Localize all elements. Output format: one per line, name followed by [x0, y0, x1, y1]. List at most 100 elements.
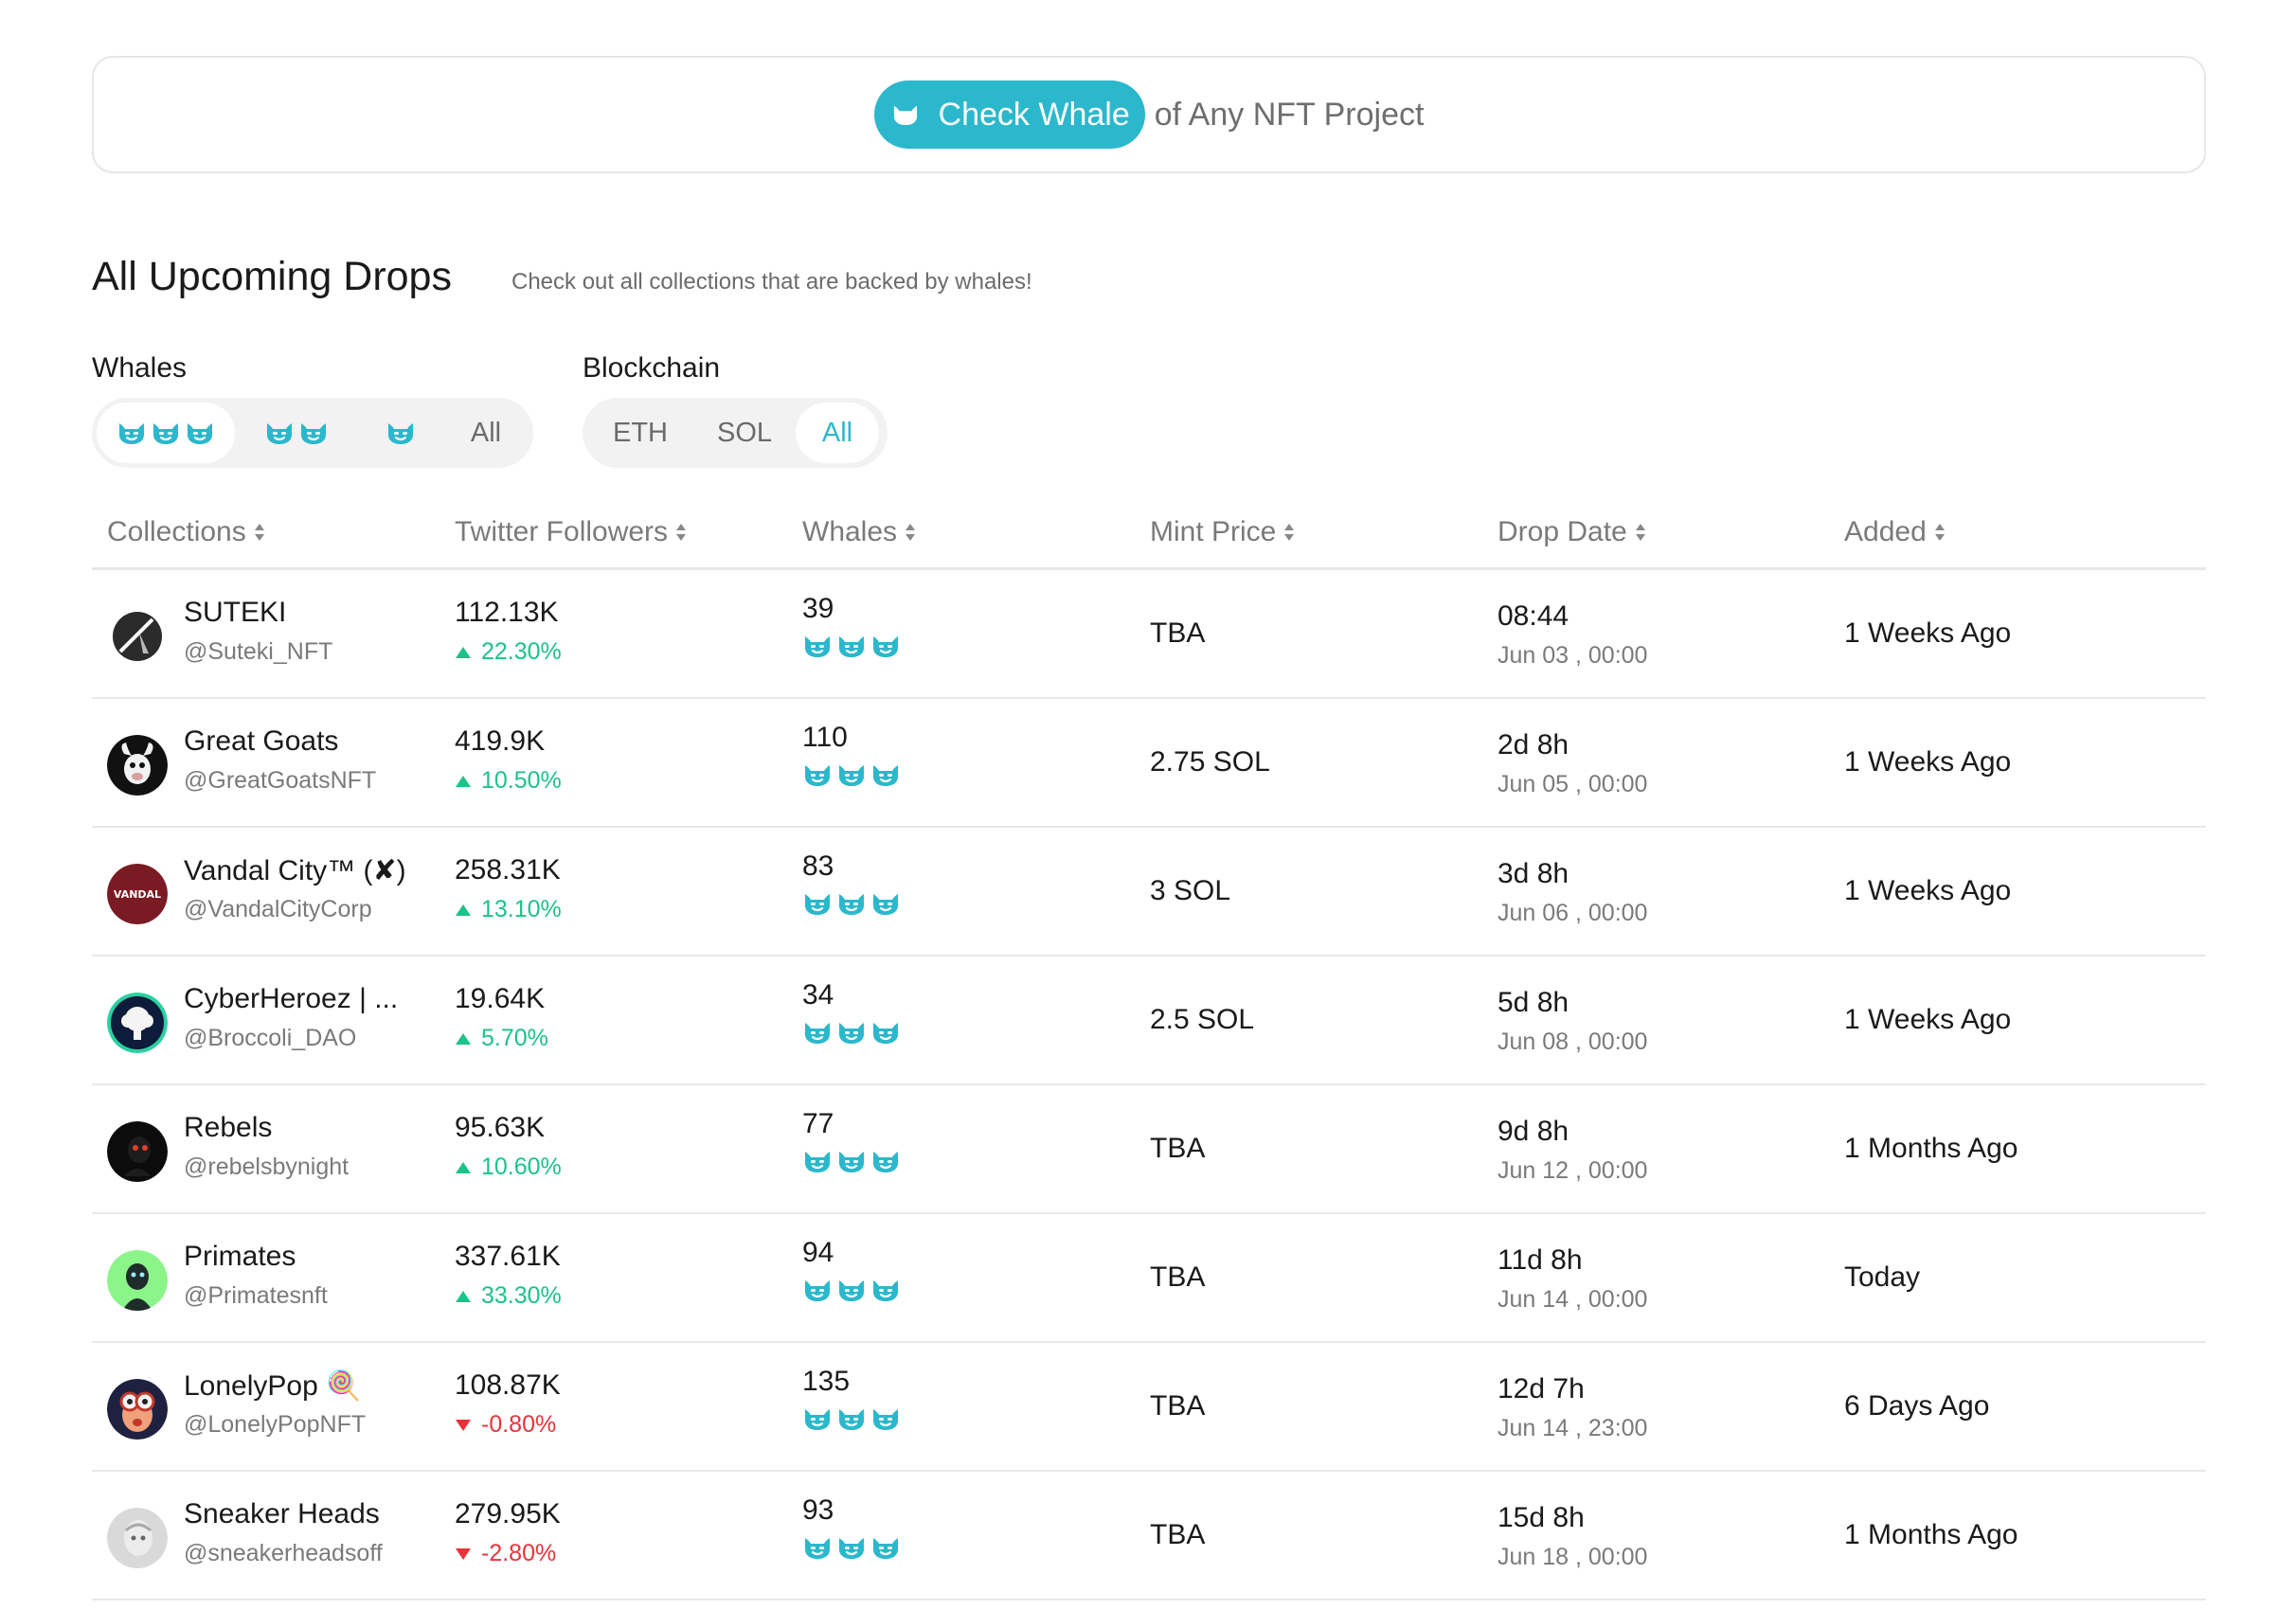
sort-icon — [906, 524, 916, 541]
added-date: 1 Weeks Ago — [1844, 746, 2012, 778]
collection-handle[interactable]: @Suteki_NFT — [184, 638, 333, 665]
whale-icon — [870, 1405, 901, 1432]
whale-icons — [802, 1405, 901, 1432]
whale-icon — [185, 420, 215, 446]
whale-icon — [836, 1148, 867, 1174]
collection-name[interactable]: LonelyPop 🍭 — [184, 1370, 362, 1402]
whale-icon — [891, 102, 920, 127]
table-row[interactable]: CyberHeroez | ... @Broccoli_DAO 19.64K 5… — [92, 957, 2206, 1085]
collection-handle[interactable]: @sneakerheadsoff — [184, 1540, 383, 1566]
collection-handle[interactable]: @Broccoli_DAO — [184, 1025, 357, 1051]
header-added[interactable]: Added — [1844, 516, 1946, 548]
blockchain-filter-eth[interactable]: ETH — [613, 417, 668, 448]
sort-icon — [1284, 524, 1295, 541]
mint-price: 2.5 SOL — [1150, 1004, 1255, 1035]
collection-handle[interactable]: @GreatGoatsNFT — [184, 767, 377, 794]
whale-icon — [836, 1405, 867, 1432]
table-row[interactable]: LonelyPop 🍭 @LonelyPopNFT 108.87K -0.80%… — [92, 1343, 2206, 1472]
whale-icon — [802, 1534, 833, 1561]
twitter-followers: 108.87K — [455, 1369, 561, 1401]
added-date: 1 Weeks Ago — [1844, 1004, 2012, 1035]
trend-icon — [456, 1419, 471, 1431]
collection-avatar-suteki — [107, 606, 168, 667]
trend-icon — [456, 1032, 471, 1045]
followers-change-value: 5.70% — [481, 1025, 548, 1051]
followers-change: 22.30% — [455, 638, 562, 666]
drop-countdown: 08:44 — [1498, 600, 1570, 632]
collection-name[interactable]: CyberHeroez | ... — [184, 983, 399, 1014]
collection-avatar-goats — [107, 735, 168, 796]
whale-icon — [870, 633, 901, 659]
collection-name[interactable]: Great Goats — [184, 725, 339, 757]
drop-countdown: 15d 8h — [1498, 1502, 1585, 1533]
collection-handle[interactable]: @VandalCityCorp — [184, 896, 372, 922]
collection-name[interactable]: Primates — [184, 1241, 296, 1272]
collection-handle[interactable]: @Primatesnft — [184, 1282, 328, 1309]
followers-change: 10.50% — [455, 767, 562, 795]
header-drop-date[interactable]: Drop Date — [1498, 516, 1646, 548]
table-header: Collections Twitter Followers Whales Min… — [92, 500, 2206, 570]
header-whales[interactable]: Whales — [802, 516, 916, 548]
followers-change-value: -2.80% — [481, 1540, 557, 1566]
whale-icons-3 — [117, 420, 215, 446]
collection-avatar-cyber — [107, 993, 168, 1053]
table-row[interactable]: Primates @Primatesnft 337.61K 33.30% 94 … — [92, 1214, 2206, 1343]
whale-icons — [802, 1534, 901, 1561]
table-row[interactable]: SUTEKI @Suteki_NFT 112.13K 22.30% 39 TBA… — [92, 570, 2206, 699]
collection-name[interactable]: SUTEKI — [184, 597, 287, 628]
whale-icons — [802, 890, 901, 917]
whale-icon — [151, 420, 181, 446]
check-whale-suffix: of Any NFT Project — [1154, 96, 1425, 133]
followers-change-value: 13.10% — [481, 896, 562, 922]
blockchain-filter-all[interactable]: All — [796, 402, 879, 463]
collection-handle[interactable]: @LonelyPopNFT — [184, 1411, 367, 1438]
drop-countdown: 9d 8h — [1498, 1116, 1570, 1147]
vandal-logo-text: VANDAL — [114, 888, 161, 901]
whale-icons-2 — [264, 420, 329, 446]
whales-filter-all[interactable]: All — [470, 417, 502, 448]
whale-icon — [386, 420, 416, 446]
header-whales-label: Whales — [802, 516, 898, 547]
table-row[interactable]: Rebels @rebelsbynight 95.63K 10.60% 77 T… — [92, 1085, 2206, 1214]
trend-icon — [456, 1547, 471, 1560]
whales-filter-1[interactable] — [358, 402, 443, 463]
collection-avatar-sneaker — [107, 1508, 168, 1568]
blockchain-filter-sol[interactable]: SOL — [716, 417, 773, 448]
table-row[interactable]: Sneaker Heads @sneakerheadsoff 279.95K -… — [92, 1472, 2206, 1601]
whale-icon — [264, 420, 295, 446]
header-followers[interactable]: Twitter Followers — [455, 516, 687, 548]
sort-icon — [254, 524, 264, 541]
followers-change-value: 33.30% — [481, 1282, 562, 1309]
page-title: All Upcoming Drops — [92, 254, 452, 299]
followers-change-value: 22.30% — [481, 638, 562, 665]
whales-filter-label: Whales — [92, 352, 188, 384]
whale-icon — [870, 761, 901, 788]
added-date: 1 Weeks Ago — [1844, 617, 2012, 649]
whales-filter-2[interactable] — [235, 402, 358, 463]
check-whale-label: Check Whale — [938, 96, 1130, 133]
added-date: 1 Months Ago — [1844, 1519, 2018, 1550]
drop-countdown: 2d 8h — [1498, 729, 1570, 760]
trend-icon — [456, 903, 471, 916]
whales-filter: All — [92, 398, 533, 468]
header-collections[interactable]: Collections — [107, 516, 265, 548]
collection-name[interactable]: Rebels — [184, 1112, 273, 1143]
trend-icon — [456, 1290, 471, 1302]
mint-price: TBA — [1150, 1261, 1206, 1293]
collection-handle[interactable]: @rebelsbynight — [184, 1154, 350, 1180]
check-whale-button[interactable]: Check Whale — [873, 80, 1145, 149]
whales-count: 93 — [802, 1494, 834, 1526]
whales-filter-3[interactable] — [97, 402, 235, 463]
table-row[interactable]: VANDAL Vandal City™ (✘) @VandalCityCorp … — [92, 828, 2206, 957]
added-date: Today — [1844, 1261, 1921, 1293]
trend-icon — [456, 1161, 471, 1173]
followers-change: 33.30% — [455, 1282, 562, 1310]
collection-name[interactable]: Vandal City™ (✘) — [184, 855, 406, 886]
header-mint-price[interactable]: Mint Price — [1150, 516, 1295, 548]
collection-avatar-vandal: VANDAL — [107, 864, 168, 924]
collection-name[interactable]: Sneaker Heads — [184, 1498, 380, 1530]
whale-icons — [802, 1019, 901, 1046]
table-row[interactable]: Great Goats @GreatGoatsNFT 419.9K 10.50%… — [92, 699, 2206, 828]
twitter-followers: 419.9K — [455, 725, 546, 757]
followers-change-value: 10.60% — [481, 1154, 562, 1180]
